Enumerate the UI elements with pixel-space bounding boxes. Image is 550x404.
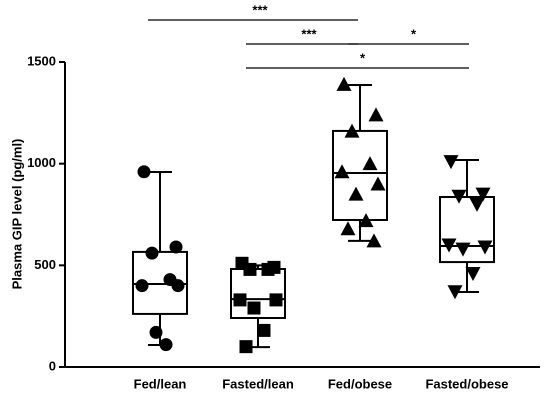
y-tick-label: 1500 <box>27 53 56 68</box>
point <box>334 164 350 179</box>
point <box>145 246 159 260</box>
point <box>344 123 360 138</box>
point <box>477 240 493 255</box>
point <box>243 262 257 276</box>
point <box>159 338 173 352</box>
point <box>455 242 471 257</box>
point <box>447 285 463 300</box>
point <box>171 279 185 293</box>
point <box>368 107 384 122</box>
point <box>340 221 356 236</box>
x-tick-label: Fasted/obese <box>425 376 508 391</box>
box <box>439 196 495 264</box>
y-tick-label: 1000 <box>27 155 56 170</box>
point <box>257 323 271 337</box>
point <box>358 213 374 228</box>
point <box>362 156 378 171</box>
point <box>451 189 467 204</box>
point <box>169 240 183 254</box>
significance-label: *** <box>301 26 317 41</box>
point <box>135 279 149 293</box>
point <box>239 340 253 354</box>
point <box>475 187 491 202</box>
significance-label: * <box>360 50 366 65</box>
x-tick-label: Fasted/lean <box>222 376 294 391</box>
point <box>465 266 481 281</box>
y-axis-label: Plasma GIP level (pg/ml) <box>9 139 24 290</box>
point <box>469 197 485 212</box>
point <box>247 301 261 315</box>
point <box>366 233 382 248</box>
point <box>443 155 459 170</box>
point <box>137 165 151 179</box>
point <box>441 238 457 253</box>
point <box>233 293 247 307</box>
y-tick-label: 0 <box>49 358 56 373</box>
point <box>269 293 283 307</box>
point <box>348 186 364 201</box>
point <box>370 176 386 191</box>
box <box>332 129 388 221</box>
box <box>132 250 188 315</box>
significance-label: * <box>411 26 417 41</box>
point <box>336 76 352 91</box>
point <box>149 325 163 339</box>
significance-label: *** <box>252 2 268 17</box>
x-tick-label: Fed/obese <box>328 376 392 391</box>
point <box>261 262 275 276</box>
x-tick-label: Fed/lean <box>134 376 187 391</box>
box <box>230 267 286 319</box>
y-tick-label: 500 <box>34 257 56 272</box>
